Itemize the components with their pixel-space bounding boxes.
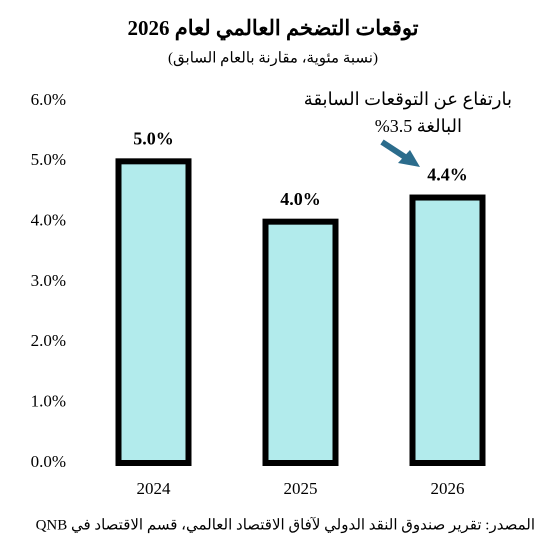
chart-subtitle: (نسبة مئوية، مقارنة بالعام السابق) <box>168 50 378 66</box>
y-tick-label: 0.0% <box>31 452 66 471</box>
bar <box>409 194 486 467</box>
y-tick-label: 4.0% <box>31 211 66 230</box>
y-tick-label: 2.0% <box>31 331 66 350</box>
value-label: 4.0% <box>280 189 321 209</box>
chart-title: توقعات التضخم العالمي لعام 2026 <box>127 16 418 41</box>
y-tick-label: 6.0% <box>31 90 66 109</box>
value-label: 5.0% <box>133 128 174 148</box>
annotation: بارتفاع عن التوقعات السابقة <box>304 89 512 110</box>
annotation-arrow <box>380 139 420 167</box>
x-tick-label: 2026 <box>431 479 465 498</box>
bar <box>262 218 339 466</box>
bar <box>115 158 192 466</box>
x-tick-label: 2025 <box>284 479 318 498</box>
y-tick-label: 5.0% <box>31 150 66 169</box>
y-tick-label: 3.0% <box>31 271 66 290</box>
annotation: البالغة 3.5% <box>375 116 462 136</box>
x-tick-label: 2024 <box>137 479 172 498</box>
value-label: 4.4% <box>427 165 468 185</box>
source-note: المصدر: تقرير صندوق النقد الدولي لآفاق ا… <box>36 516 535 533</box>
y-tick-label: 1.0% <box>31 392 66 411</box>
